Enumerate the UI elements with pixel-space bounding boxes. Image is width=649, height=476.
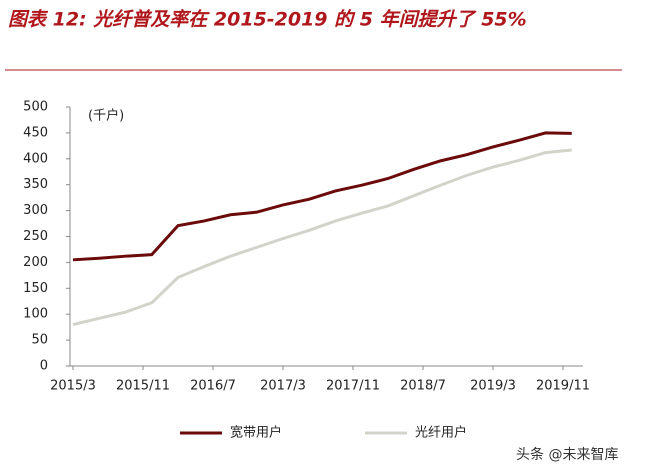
- legend-label: 宽带用户: [230, 425, 282, 441]
- y-tick-label: 450: [23, 125, 48, 140]
- y-tick-label: 250: [23, 229, 48, 244]
- y-tick-label: 50: [31, 333, 48, 348]
- y-tick-label: 200: [23, 255, 48, 270]
- y-axis-label: (千户): [88, 108, 124, 124]
- legend-label: 光纤用户: [415, 425, 467, 441]
- x-tick-label: 2018/7: [400, 379, 446, 394]
- x-tick-label: 2016/7: [190, 379, 236, 394]
- y-tick-label: 500: [23, 100, 48, 115]
- y-tick-label: 350: [23, 177, 48, 192]
- x-tick-label: 2015/3: [50, 379, 96, 394]
- y-tick-label: 100: [23, 307, 48, 322]
- watermark: 头条 @未来智库: [516, 446, 618, 463]
- y-tick-label: 0: [40, 359, 48, 374]
- chart-title: 图表 12: 光纤普及率在 2015-2019 的 5 年间提升了 55%: [8, 9, 527, 31]
- line-series: [72, 131, 572, 262]
- x-tick-label: 2017/11: [326, 379, 380, 394]
- x-tick-label: 2017/3: [260, 379, 306, 394]
- line-series: [72, 148, 572, 327]
- x-tick-label: 2015/11: [116, 379, 170, 394]
- y-tick-label: 150: [23, 281, 48, 296]
- x-tick-label: 2019/11: [536, 379, 590, 394]
- y-tick-label: 400: [23, 151, 48, 166]
- y-tick-label: 300: [23, 203, 48, 218]
- x-tick-label: 2019/3: [470, 379, 516, 394]
